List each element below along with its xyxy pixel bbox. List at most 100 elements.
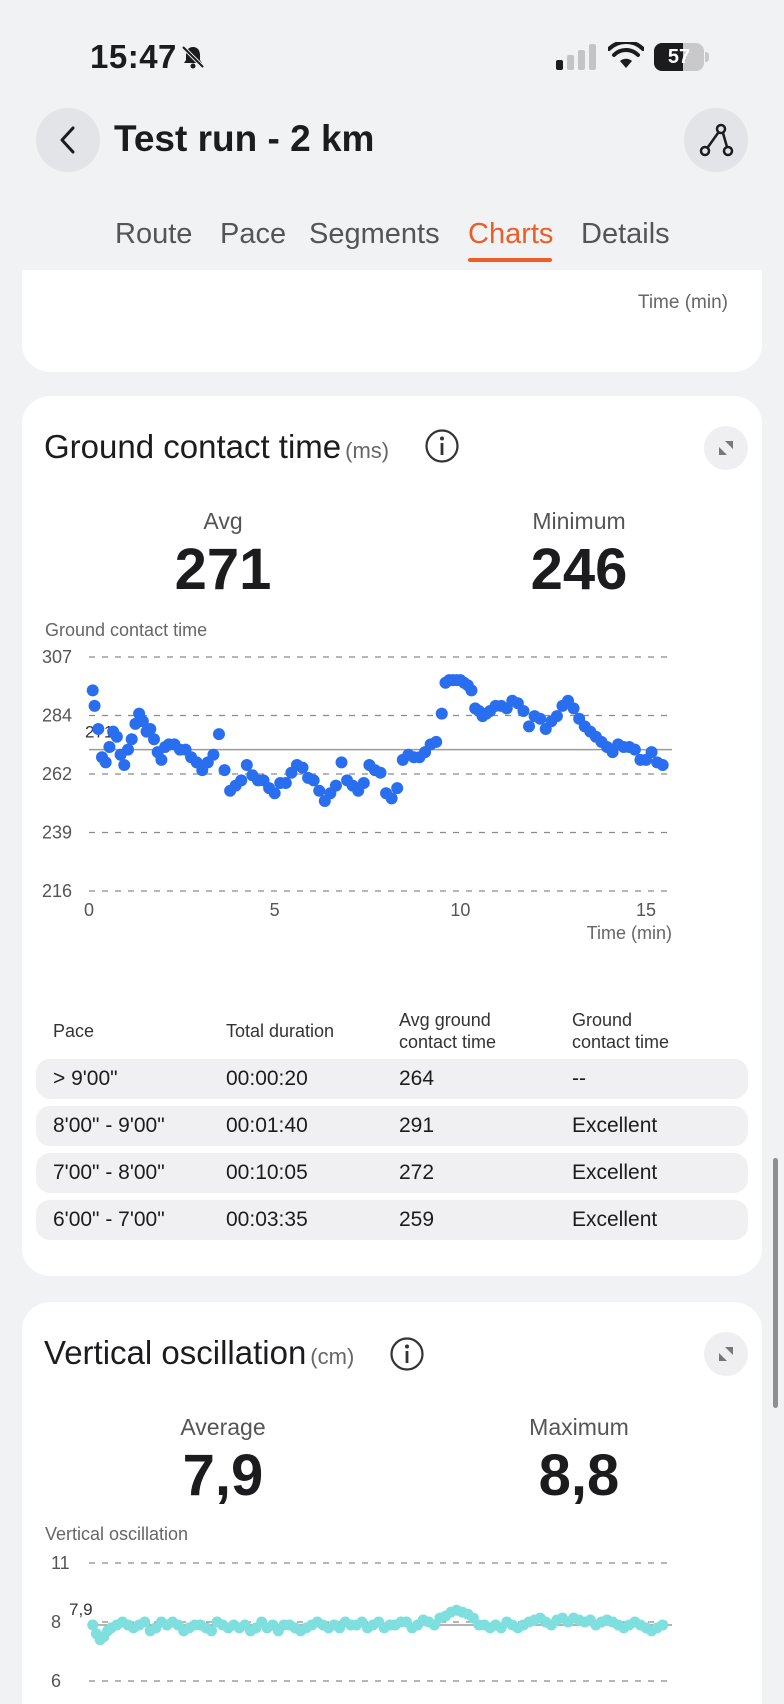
data-point (268, 787, 281, 800)
header-gct-rating: Ground contact time (572, 1010, 670, 1052)
data-point (235, 774, 248, 787)
chevron-left-icon (60, 126, 75, 154)
data-point (87, 1619, 99, 1631)
tab-details[interactable]: Details (581, 218, 670, 250)
data-point (329, 779, 342, 792)
x-axis-label: Time (min) (637, 292, 728, 313)
y-tick-label: 262 (42, 764, 72, 784)
header-pace: Pace (53, 1021, 95, 1041)
data-point (430, 735, 443, 748)
data-point (628, 743, 641, 756)
data-point (110, 730, 123, 743)
max-value: 8,8 (538, 1443, 620, 1508)
y-tick-label: 8 (51, 1612, 61, 1632)
data-point (88, 699, 101, 712)
data-point (307, 774, 320, 787)
table-cell: Excellent (572, 1161, 658, 1184)
data-point (279, 777, 292, 789)
card-title: Vertical oscillation (cm) (44, 1334, 354, 1372)
data-point (296, 761, 309, 774)
table-cell: 00:01:40 (226, 1114, 308, 1137)
expand-button[interactable] (704, 426, 748, 470)
table-cell: 00:00:20 (226, 1067, 308, 1090)
route-icon (699, 123, 734, 157)
table-cell: 00:10:05 (226, 1161, 308, 1184)
table-cell: 264 (399, 1067, 435, 1090)
expand-button[interactable] (704, 1332, 748, 1376)
tab-pace[interactable]: Pace (220, 218, 287, 250)
data-point (207, 748, 220, 761)
x-tick-label: 10 (450, 900, 470, 920)
avg-label: Avg (203, 508, 243, 534)
tab-segments[interactable]: Segments (309, 218, 440, 250)
max-label: Maximum (529, 1414, 629, 1440)
ground-contact-card: Ground contact time (ms) Avg 271 Minimum … (22, 396, 762, 1276)
cellular-signal-icon (556, 44, 596, 70)
table-cell: 259 (399, 1208, 435, 1231)
table-cell: 7'00" - 8'00" (53, 1161, 165, 1184)
header-total-duration: Total duration (226, 1021, 335, 1041)
route-button[interactable] (684, 108, 748, 172)
avg-value: 271 (174, 537, 272, 602)
card-title-unit: (cm) (310, 1344, 355, 1369)
table-cell: Excellent (572, 1114, 658, 1137)
data-point (313, 784, 326, 797)
x-tick-label: 15 (636, 900, 656, 920)
data-point (517, 705, 530, 717)
data-point (534, 712, 547, 725)
data-point (155, 753, 168, 766)
table-row: 7'00" - 8'00" 00:10:05 272 Excellent (36, 1153, 748, 1193)
data-point (656, 759, 669, 771)
x-axis-label: Time (min) (587, 923, 672, 943)
table-cell: 291 (399, 1114, 435, 1137)
table-row: > 9'00" 00:00:20 264 -- (36, 1059, 748, 1099)
average-reference-label: 7,9 (69, 1600, 93, 1619)
y-tick-label: 216 (42, 881, 72, 901)
y-tick-label: 307 (42, 647, 72, 667)
data-point (218, 764, 231, 777)
status-time: 15:47 (90, 38, 177, 75)
data-point (125, 733, 138, 746)
page-title: Test run - 2 km (114, 118, 375, 159)
min-label: Minimum (532, 508, 626, 534)
min-value: 246 (530, 537, 628, 602)
y-tick-label: 11 (51, 1553, 70, 1573)
info-icon[interactable] (389, 1336, 425, 1372)
previous-chart-card: Time (min) (22, 270, 762, 372)
data-point (391, 782, 404, 795)
table-cell: 6'00" - 7'00" (53, 1208, 165, 1231)
average-value: 7,9 (182, 1443, 264, 1508)
y-tick-label: 239 (42, 823, 72, 843)
table-cell: -- (572, 1067, 586, 1090)
data-point (335, 756, 348, 769)
battery-icon: 57 (654, 43, 710, 71)
info-icon[interactable] (424, 428, 460, 464)
card-title-text: Vertical oscillation (44, 1334, 307, 1371)
data-point (567, 702, 580, 715)
table-cell: 272 (399, 1161, 435, 1184)
data-point (136, 715, 149, 728)
y-tick-label: 284 (42, 706, 72, 726)
data-point (645, 746, 658, 759)
table-header: Pace Total duration Avg ground contact t… (22, 996, 762, 1052)
data-point (357, 777, 370, 789)
active-tab-indicator (468, 258, 552, 262)
header-avg-gct: Avg ground contact time (399, 1010, 497, 1052)
data-point (212, 728, 225, 741)
chart-label: Ground contact time (45, 620, 208, 640)
data-point (144, 723, 157, 735)
data-point (206, 1625, 218, 1637)
card-title-text: Ground contact time (44, 428, 342, 465)
tab-charts[interactable]: Charts (468, 218, 554, 250)
table-cell: Excellent (572, 1208, 658, 1231)
back-button[interactable] (36, 108, 100, 172)
table-row: 6'00" - 7'00" 00:03:35 259 Excellent (36, 1200, 748, 1240)
data-point (374, 766, 387, 779)
chart-label: Vertical oscillation (45, 1524, 189, 1544)
vertical-oscillation-chart: 11 8 6 7,9 (51, 1553, 672, 1691)
tab-route[interactable]: Route (115, 218, 193, 250)
data-point (550, 710, 563, 723)
data-point (92, 723, 105, 735)
scrollbar[interactable] (773, 1158, 778, 1408)
